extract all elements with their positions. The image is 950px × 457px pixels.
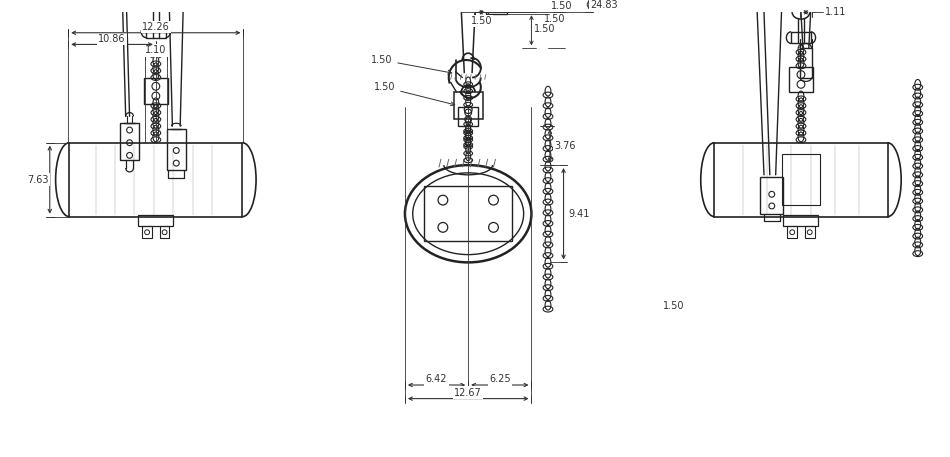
Text: 6.42: 6.42 [426, 374, 447, 384]
Text: 12.26: 12.26 [142, 22, 170, 32]
Bar [800, 48, 811, 78]
Text: 10.86: 10.86 [98, 34, 125, 43]
Bar [784, 215, 819, 226]
Bar [459, 106, 478, 126]
Text: 1.10: 1.10 [145, 45, 166, 55]
Bar [791, 32, 810, 43]
Bar [805, 226, 814, 238]
Bar [788, 226, 797, 238]
Bar [120, 123, 140, 160]
Text: 12.67: 12.67 [454, 388, 482, 398]
Text: 1.50: 1.50 [551, 0, 573, 11]
Text: 1.50: 1.50 [370, 55, 452, 74]
Text: 6.25: 6.25 [489, 374, 511, 384]
Text: 1.50: 1.50 [663, 301, 684, 311]
Bar [485, 0, 507, 14]
Text: 9.41: 9.41 [568, 209, 590, 219]
Bar [782, 154, 821, 205]
Text: 3.76: 3.76 [555, 141, 577, 151]
Text: 1.50: 1.50 [544, 14, 565, 24]
Bar [144, 79, 167, 104]
Text: 1.50: 1.50 [470, 16, 492, 26]
Bar [160, 226, 169, 238]
Bar [760, 177, 784, 214]
Text: 7.63: 7.63 [28, 175, 48, 185]
Bar [453, 92, 483, 119]
Bar [146, 26, 165, 37]
Text: 1.50: 1.50 [373, 82, 455, 106]
Bar [425, 186, 512, 241]
Bar [139, 215, 173, 226]
Bar [789, 67, 812, 92]
Text: 1.50: 1.50 [534, 24, 556, 34]
Bar [166, 129, 186, 170]
Bar [142, 226, 152, 238]
Text: 1.11: 1.11 [826, 7, 846, 17]
Text: 24.83: 24.83 [591, 0, 618, 10]
